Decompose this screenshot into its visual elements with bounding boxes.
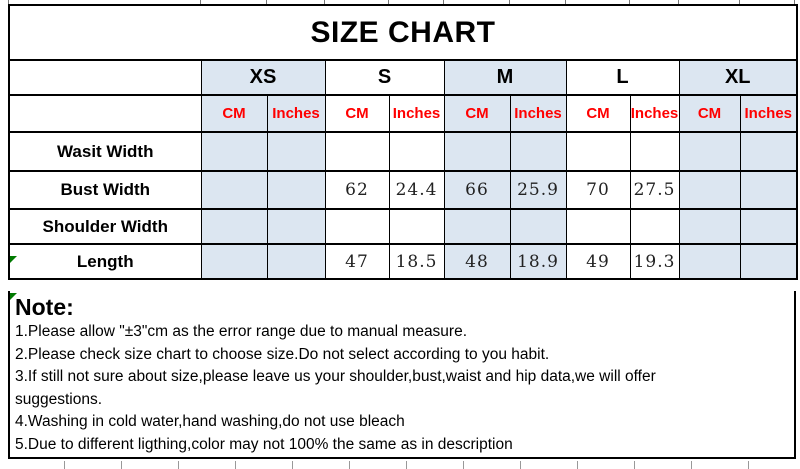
size-header-s: S	[324, 59, 445, 96]
data-cell: 62	[324, 170, 390, 210]
data-cell	[443, 131, 511, 172]
grid-stub	[794, 0, 795, 4]
note-line: 2.Please check size chart to choose size…	[15, 345, 550, 363]
data-cell	[200, 208, 268, 245]
data-cell	[739, 208, 798, 245]
data-cell: 47	[324, 243, 390, 280]
grid-stub	[388, 0, 389, 4]
data-cell	[324, 208, 390, 245]
size-header-xs: XS	[200, 59, 326, 96]
cropped-next-row	[8, 461, 796, 469]
grid-stub	[8, 0, 9, 4]
data-cell	[739, 243, 798, 280]
unit-header: CM	[200, 94, 268, 133]
table-row: Bust Width 62 24.4 66 25.9 70 27.5	[8, 170, 798, 210]
data-cell	[565, 131, 631, 172]
grid-stub	[200, 0, 201, 4]
data-cell	[739, 170, 798, 210]
corner-cell	[8, 59, 202, 96]
unit-header: CM	[565, 94, 631, 133]
grid-stub	[509, 0, 510, 4]
data-cell	[509, 131, 567, 172]
grid-stub	[678, 0, 679, 4]
data-cell	[678, 208, 741, 245]
data-cell: 18.5	[388, 243, 445, 280]
note-section: Note: 1.Please allow "±3"cm as the error…	[8, 291, 796, 459]
table-row: Wasit Width	[8, 131, 798, 172]
note-line: 3.If still not sure about size,please le…	[15, 368, 656, 385]
data-cell	[266, 131, 326, 172]
data-cell: 66	[443, 170, 511, 210]
unit-header: Inches	[629, 94, 680, 133]
unit-header: Inches	[509, 94, 567, 133]
data-cell	[678, 243, 741, 280]
unit-header: CM	[443, 94, 511, 133]
data-cell	[266, 243, 326, 280]
table-row: Shoulder Width	[8, 208, 798, 245]
cell-error-flag-icon	[10, 293, 17, 300]
grid-stub	[739, 0, 740, 4]
data-cell	[678, 131, 741, 172]
unit-header: CM	[678, 94, 741, 133]
data-cell: 18.9	[509, 243, 567, 280]
size-header-xl: XL	[678, 59, 798, 96]
row-label: Shoulder Width	[8, 208, 202, 245]
data-cell	[324, 131, 390, 172]
unit-header: Inches	[388, 94, 445, 133]
data-cell	[200, 243, 268, 280]
data-cell	[388, 208, 445, 245]
data-cell: 49	[565, 243, 631, 280]
size-chart-table: SIZE CHART XS S M L XL CM Inches CM Inch…	[8, 4, 798, 280]
data-cell	[443, 208, 511, 245]
data-cell	[200, 170, 268, 210]
data-cell	[200, 131, 268, 172]
data-cell	[266, 208, 326, 245]
grid-stub	[629, 0, 630, 4]
unit-header: Inches	[739, 94, 798, 133]
size-header-l: L	[565, 59, 680, 96]
note-line: suggestions.	[15, 390, 103, 408]
note-line: 4.Washing in cold water,hand washing,do …	[15, 413, 405, 430]
data-cell	[565, 208, 631, 245]
data-cell: 48	[443, 243, 511, 280]
data-cell: 70	[565, 170, 631, 210]
data-cell	[678, 170, 741, 210]
data-cell	[388, 131, 445, 172]
data-cell: 27.5	[629, 170, 680, 210]
note-line: 5.Due to different ligthing,color may no…	[15, 435, 513, 453]
grid-stub	[266, 0, 267, 4]
data-cell	[509, 208, 567, 245]
data-cell	[266, 170, 326, 210]
grid-stub	[324, 0, 325, 4]
size-header-m: M	[443, 59, 567, 96]
data-cell	[629, 131, 680, 172]
table-row: Length 47 18.5 48 18.9 49 19.3	[8, 243, 798, 280]
grid-stub	[443, 0, 444, 4]
note-line: 1.Please allow "±3"cm as the error range…	[15, 323, 468, 340]
data-cell: 24.4	[388, 170, 445, 210]
unit-header: Inches	[266, 94, 326, 133]
cell-error-flag-icon	[10, 256, 17, 263]
row-label: Wasit Width	[8, 131, 202, 172]
page-title: SIZE CHART	[8, 4, 798, 61]
note-heading: Note:	[15, 294, 74, 320]
data-cell	[739, 131, 798, 172]
unit-header: CM	[324, 94, 390, 133]
grid-stub	[565, 0, 566, 4]
row-label: Length	[8, 243, 202, 280]
data-cell: 25.9	[509, 170, 567, 210]
data-cell: 19.3	[629, 243, 680, 280]
data-cell	[629, 208, 680, 245]
corner-cell	[8, 94, 202, 133]
row-label: Bust Width	[8, 170, 202, 210]
